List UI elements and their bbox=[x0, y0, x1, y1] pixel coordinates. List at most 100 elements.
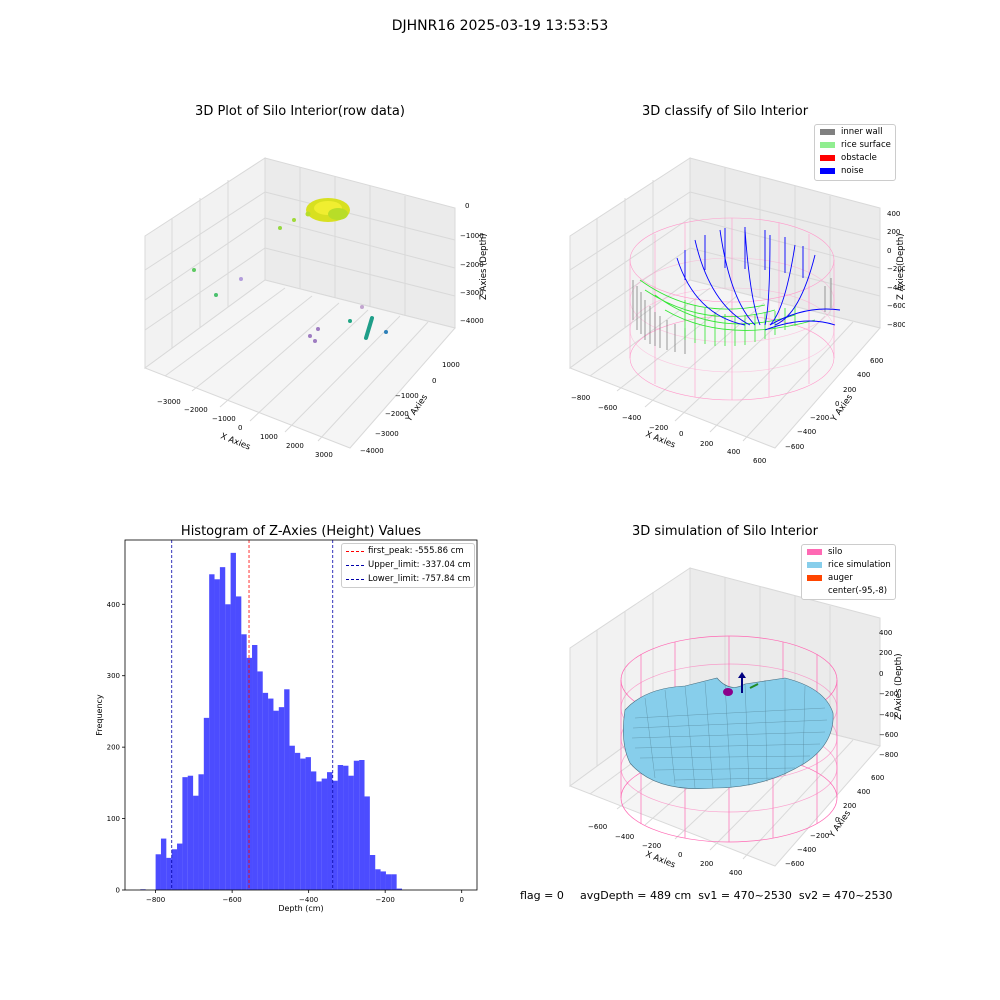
raw-xtick: 1000 bbox=[260, 433, 278, 441]
raw-scatter-points bbox=[192, 268, 388, 343]
histogram-bar bbox=[193, 795, 199, 890]
simulation-ztick: 0 bbox=[879, 670, 883, 678]
histogram-bar bbox=[225, 604, 231, 890]
classify-xtick: 600 bbox=[753, 457, 766, 465]
raw-ytick: 1000 bbox=[442, 361, 460, 369]
legend-label: rice simulation bbox=[828, 560, 891, 570]
classify-3d-plot: −800 −600 −400 −200 0 200 400 600 600 40… bbox=[568, 157, 905, 465]
classify-ylabel: Y Axies bbox=[829, 392, 856, 424]
classify-ztick: 0 bbox=[887, 247, 891, 255]
legend-swatch-rice-simulation bbox=[807, 562, 822, 568]
legend-swatch-noise bbox=[820, 168, 835, 174]
simulation-auger-marker bbox=[723, 688, 733, 696]
simulation-ztick: −600 bbox=[879, 731, 898, 739]
histogram-ylabel: Frequency bbox=[95, 694, 104, 736]
histogram-bar bbox=[273, 710, 279, 890]
histogram-bar bbox=[214, 579, 220, 890]
classify-ztick: −800 bbox=[887, 321, 905, 329]
classify-xtick: 200 bbox=[700, 440, 713, 448]
histogram-bar bbox=[343, 765, 349, 890]
histogram-bar bbox=[182, 777, 188, 890]
raw-surface-points bbox=[278, 198, 350, 230]
simulation-xtick: 400 bbox=[729, 869, 742, 877]
raw-ytick: −1000 bbox=[395, 392, 419, 400]
classify-legend: inner wall rice surface obstacle noise bbox=[814, 124, 896, 181]
histogram-ytick-label: 200 bbox=[107, 744, 120, 752]
histogram-bar bbox=[316, 781, 322, 890]
raw-xtick: 0 bbox=[238, 424, 242, 432]
histogram-bar bbox=[177, 843, 183, 890]
simulation-ytick: −200 bbox=[810, 832, 829, 840]
histogram-ytick-label: 100 bbox=[107, 815, 120, 823]
histogram-bar bbox=[332, 780, 338, 890]
histogram-bar bbox=[257, 671, 263, 890]
simulation-ytick: 400 bbox=[857, 788, 870, 796]
histogram-xlabel: Depth (cm) bbox=[278, 904, 323, 913]
legend-label: rice surface bbox=[841, 140, 891, 150]
simulation-ztick: 400 bbox=[879, 629, 892, 637]
raw-ztick: −3000 bbox=[460, 289, 484, 297]
histogram-chart: −800 −600 −400 −200 0 0 100 200 300 400 Depth (cm… bbox=[95, 539, 478, 913]
classify-xtick: 400 bbox=[727, 448, 740, 456]
classify-ytick: −600 bbox=[785, 443, 804, 451]
simulation-3d-plot: −600 −400 −200 0 200 400 600 400 200 0 −… bbox=[568, 567, 904, 877]
simulation-xtick: −200 bbox=[642, 842, 661, 850]
raw-ztick: −1000 bbox=[460, 232, 484, 240]
simulation-xtick: 0 bbox=[678, 851, 682, 859]
legend-label: first_peak: -555.86 cm bbox=[368, 546, 464, 556]
depth-summary: avgDepth = 489 cm sv1 = 470~2530 sv2 = 4… bbox=[580, 889, 893, 902]
histogram-bar bbox=[348, 775, 354, 890]
legend-label: noise bbox=[841, 166, 864, 176]
simulation-ztick: −200 bbox=[879, 690, 898, 698]
simulation-rice-surface bbox=[623, 677, 834, 789]
classify-inner-wall bbox=[632, 278, 832, 354]
legend-line-upper-limit bbox=[346, 565, 364, 566]
histogram-ytick-label: 300 bbox=[107, 672, 120, 680]
classify-ytick: 200 bbox=[843, 386, 856, 394]
histogram-xtick-label: −200 bbox=[376, 896, 395, 904]
raw-xlabel: X Axies bbox=[219, 432, 252, 453]
raw-xtick: 2000 bbox=[286, 442, 304, 450]
histogram-ytick-label: 0 bbox=[116, 887, 120, 895]
histogram-bar bbox=[268, 698, 274, 890]
classify-ytick: 600 bbox=[870, 357, 883, 365]
histogram-bar bbox=[155, 854, 161, 890]
simulation-direction-marker bbox=[749, 683, 759, 689]
classify-ytick: −400 bbox=[797, 428, 816, 436]
classify-xtick: −400 bbox=[622, 414, 641, 422]
histogram-bar bbox=[289, 745, 295, 890]
raw-3d-plot: −3000 −2000 −1000 0 1000 2000 3000 1000 … bbox=[143, 157, 489, 459]
legend-swatch-inner-wall bbox=[820, 129, 835, 135]
classify-xtick: −800 bbox=[571, 394, 590, 402]
raw-ytick: −3000 bbox=[375, 430, 399, 438]
histogram-bar bbox=[262, 692, 269, 890]
simulation-legend: silo rice simulation auger center(-95,-8… bbox=[801, 544, 896, 600]
classify-ytick: 0 bbox=[835, 400, 839, 408]
classify-silo-wireframe bbox=[629, 217, 835, 401]
legend-swatch-rice-surface bbox=[820, 142, 835, 148]
histogram-bar bbox=[327, 772, 333, 890]
legend-swatch-auger bbox=[807, 575, 822, 581]
raw-zlabel: Z Axies (Depth) bbox=[479, 233, 489, 300]
legend-label: Lower_limit: -757.84 cm bbox=[368, 574, 471, 584]
histogram-bar bbox=[353, 760, 360, 890]
classify-xtick: 0 bbox=[679, 430, 683, 438]
histogram-bar bbox=[160, 838, 167, 890]
simulation-ztick: −400 bbox=[879, 711, 898, 719]
classify-ytick: 400 bbox=[857, 371, 870, 379]
simulation-ytick: 600 bbox=[871, 774, 884, 782]
histogram-bar bbox=[219, 567, 226, 890]
histogram-bar bbox=[380, 871, 386, 890]
raw-xtick: −3000 bbox=[157, 398, 181, 406]
histogram-bar bbox=[369, 855, 376, 890]
raw-ztick: 0 bbox=[465, 202, 469, 210]
histogram-xtick-label: −800 bbox=[146, 896, 165, 904]
legend-swatch-obstacle bbox=[820, 155, 835, 161]
flag-status: flag = 0 bbox=[520, 889, 564, 902]
classify-ztick: 400 bbox=[887, 210, 900, 218]
simulation-plot-title: 3D simulation of Silo Interior bbox=[632, 524, 818, 539]
histogram-xtick-label: −600 bbox=[223, 896, 242, 904]
histogram-bar bbox=[396, 888, 403, 890]
simulation-ztick: 200 bbox=[879, 649, 892, 657]
simulation-xtick: −600 bbox=[588, 823, 607, 831]
